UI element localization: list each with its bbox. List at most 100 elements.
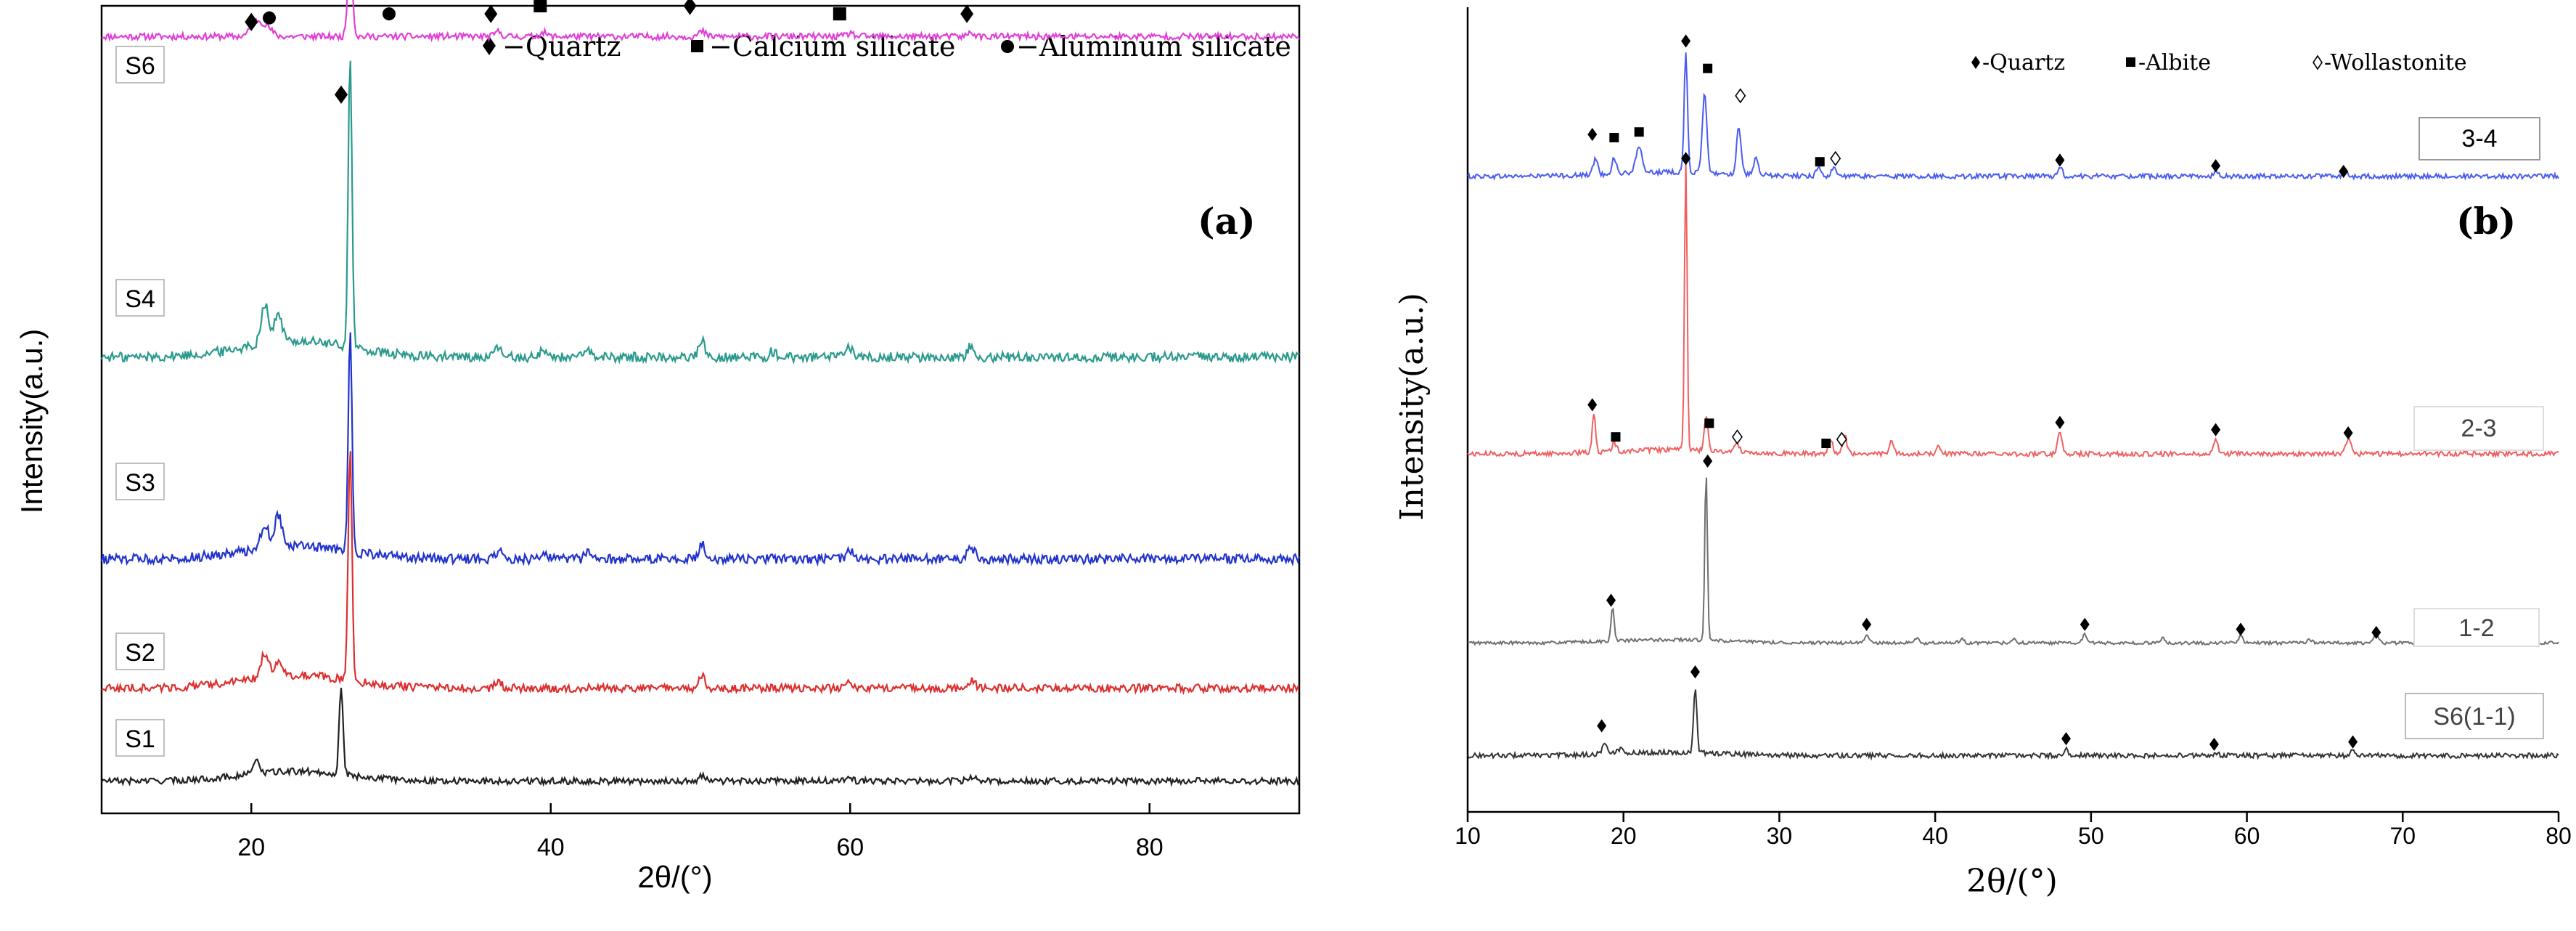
albite-marker <box>1704 418 1714 428</box>
albite-marker <box>1611 432 1621 442</box>
quartz-marker <box>1606 593 1616 607</box>
x-axis-a-label: 2θ/(°) <box>637 860 712 894</box>
series-label: S6(1-1) <box>2433 703 2515 731</box>
quartz-marker <box>484 4 498 23</box>
legend-b-wollastonite-symbol <box>2313 54 2323 70</box>
x-tick-label: 70 <box>2389 823 2416 849</box>
series-line <box>101 688 1300 788</box>
series-b-s6-1-1: S6(1-1) <box>1467 665 2559 761</box>
panel-a: −Quartz −Calcium silicate −Aluminum sili… <box>15 0 1301 894</box>
x-tick-label: 60 <box>2234 823 2260 849</box>
albite-marker <box>1821 439 1831 449</box>
quartz-marker <box>335 85 348 104</box>
legend-a-quartz-symbol <box>483 36 496 55</box>
quartz-marker <box>2080 617 2090 631</box>
x-tick-label: 30 <box>1767 823 1793 849</box>
wollastonite-marker <box>1836 431 1847 447</box>
series-label-box <box>2418 117 2540 160</box>
series-markers <box>1587 152 2353 449</box>
panel-a-tag: (a) <box>1198 200 1256 243</box>
quartz-marker <box>2209 737 2219 752</box>
x-tick-label: 20 <box>237 834 265 861</box>
series-line <box>1467 52 2559 182</box>
series-label: 3-4 <box>2461 125 2497 153</box>
quartz-marker <box>2055 415 2065 429</box>
legend-b-albite-symbol <box>2126 57 2135 67</box>
aluminum-silicate-marker <box>383 7 396 21</box>
quartz-marker <box>1690 665 1700 679</box>
x-tick-label: 10 <box>1455 823 1481 849</box>
legend-b-item-quartz: -Quartz <box>1971 50 2065 76</box>
series-b-1-2: 1-2 <box>1467 454 2559 647</box>
series-label: S4 <box>125 285 155 313</box>
legend-a-calcium-silicate-symbol <box>691 40 703 52</box>
legend-b-item-albite: -Albite <box>2126 50 2211 76</box>
series-label-box <box>2413 608 2540 647</box>
series-line <box>100 332 1301 567</box>
x-tick-label: 80 <box>1136 834 1164 861</box>
series-label-box <box>115 463 165 500</box>
legend-b-quartz-label: -Quartz <box>1982 50 2065 76</box>
panel-b-tag: (b) <box>2456 200 2516 243</box>
x-axis-a-ticks: 20 40 60 80 <box>237 803 1164 861</box>
series-a-s2: S2 <box>101 451 1300 696</box>
series-label: S6 <box>125 52 155 80</box>
x-tick-label: 50 <box>2078 823 2104 849</box>
calcium-silicate-marker <box>833 7 846 21</box>
series-a-s4: S4 <box>100 60 1300 365</box>
series-label: 2-3 <box>2461 415 2496 442</box>
albite-marker <box>1634 127 1644 137</box>
quartz-marker <box>1681 34 1691 48</box>
quartz-marker <box>1587 398 1598 412</box>
series-line <box>1467 689 2559 761</box>
series-label-box <box>115 279 165 317</box>
legend-b-item-wollastonite: -Wollastonite <box>2313 50 2467 76</box>
series-line <box>101 451 1300 696</box>
series-label-box <box>115 633 165 670</box>
series-a-s3: S3 <box>100 332 1301 567</box>
x-tick-label: 20 <box>1611 823 1637 849</box>
series-label: S3 <box>125 469 155 497</box>
quartz-marker <box>683 0 697 15</box>
quartz-marker <box>1862 617 1872 631</box>
x-axis-b-ticks: 10 20 30 40 50 60 70 80 <box>1455 812 2572 849</box>
albite-marker <box>1703 63 1713 73</box>
series-label: S2 <box>125 639 155 667</box>
quartz-marker <box>2339 164 2349 179</box>
quartz-marker <box>1681 152 1691 166</box>
panel-b: -Quartz -Albite -Wollastonite 3-4 2-3 <box>1394 7 2572 900</box>
legend-b-quartz-symbol <box>1971 56 1980 69</box>
x-tick-label: 40 <box>1922 823 1948 849</box>
quartz-marker <box>2211 423 2221 436</box>
series-label-box <box>2413 406 2544 451</box>
quartz-marker <box>1703 454 1713 468</box>
series-markers <box>245 0 974 104</box>
albite-marker <box>1815 157 1825 167</box>
legend-b-albite-label: -Albite <box>2138 50 2211 76</box>
series-a-s6: S6 <box>101 0 1300 104</box>
panel-b-legend: -Quartz -Albite -Wollastonite <box>1971 50 2467 76</box>
quartz-marker <box>2371 625 2381 640</box>
series-line <box>1467 477 2559 646</box>
quartz-marker <box>960 4 974 23</box>
quartz-marker <box>2348 735 2358 749</box>
quartz-marker <box>2055 153 2065 167</box>
y-axis-b-label: Intensity(a.u.) <box>1394 293 1431 521</box>
albite-marker <box>1609 132 1619 142</box>
wollastonite-marker <box>1731 429 1743 445</box>
y-axis-a-label: Intensity(a.u.) <box>15 329 49 513</box>
calcium-silicate-marker <box>533 0 547 12</box>
series-label-box <box>2405 693 2544 739</box>
quartz-marker <box>1597 719 1607 733</box>
series-markers <box>1606 454 2381 640</box>
wollastonite-marker <box>1735 88 1746 104</box>
series-line <box>100 60 1300 365</box>
quartz-marker <box>2061 732 2072 746</box>
series-label-box <box>115 46 165 84</box>
series-markers <box>1597 665 2358 752</box>
quartz-marker <box>245 12 258 31</box>
quartz-marker <box>1587 127 1598 142</box>
quartz-marker <box>2236 622 2246 636</box>
x-axis-b-label: 2θ/(°) <box>1966 863 2058 900</box>
